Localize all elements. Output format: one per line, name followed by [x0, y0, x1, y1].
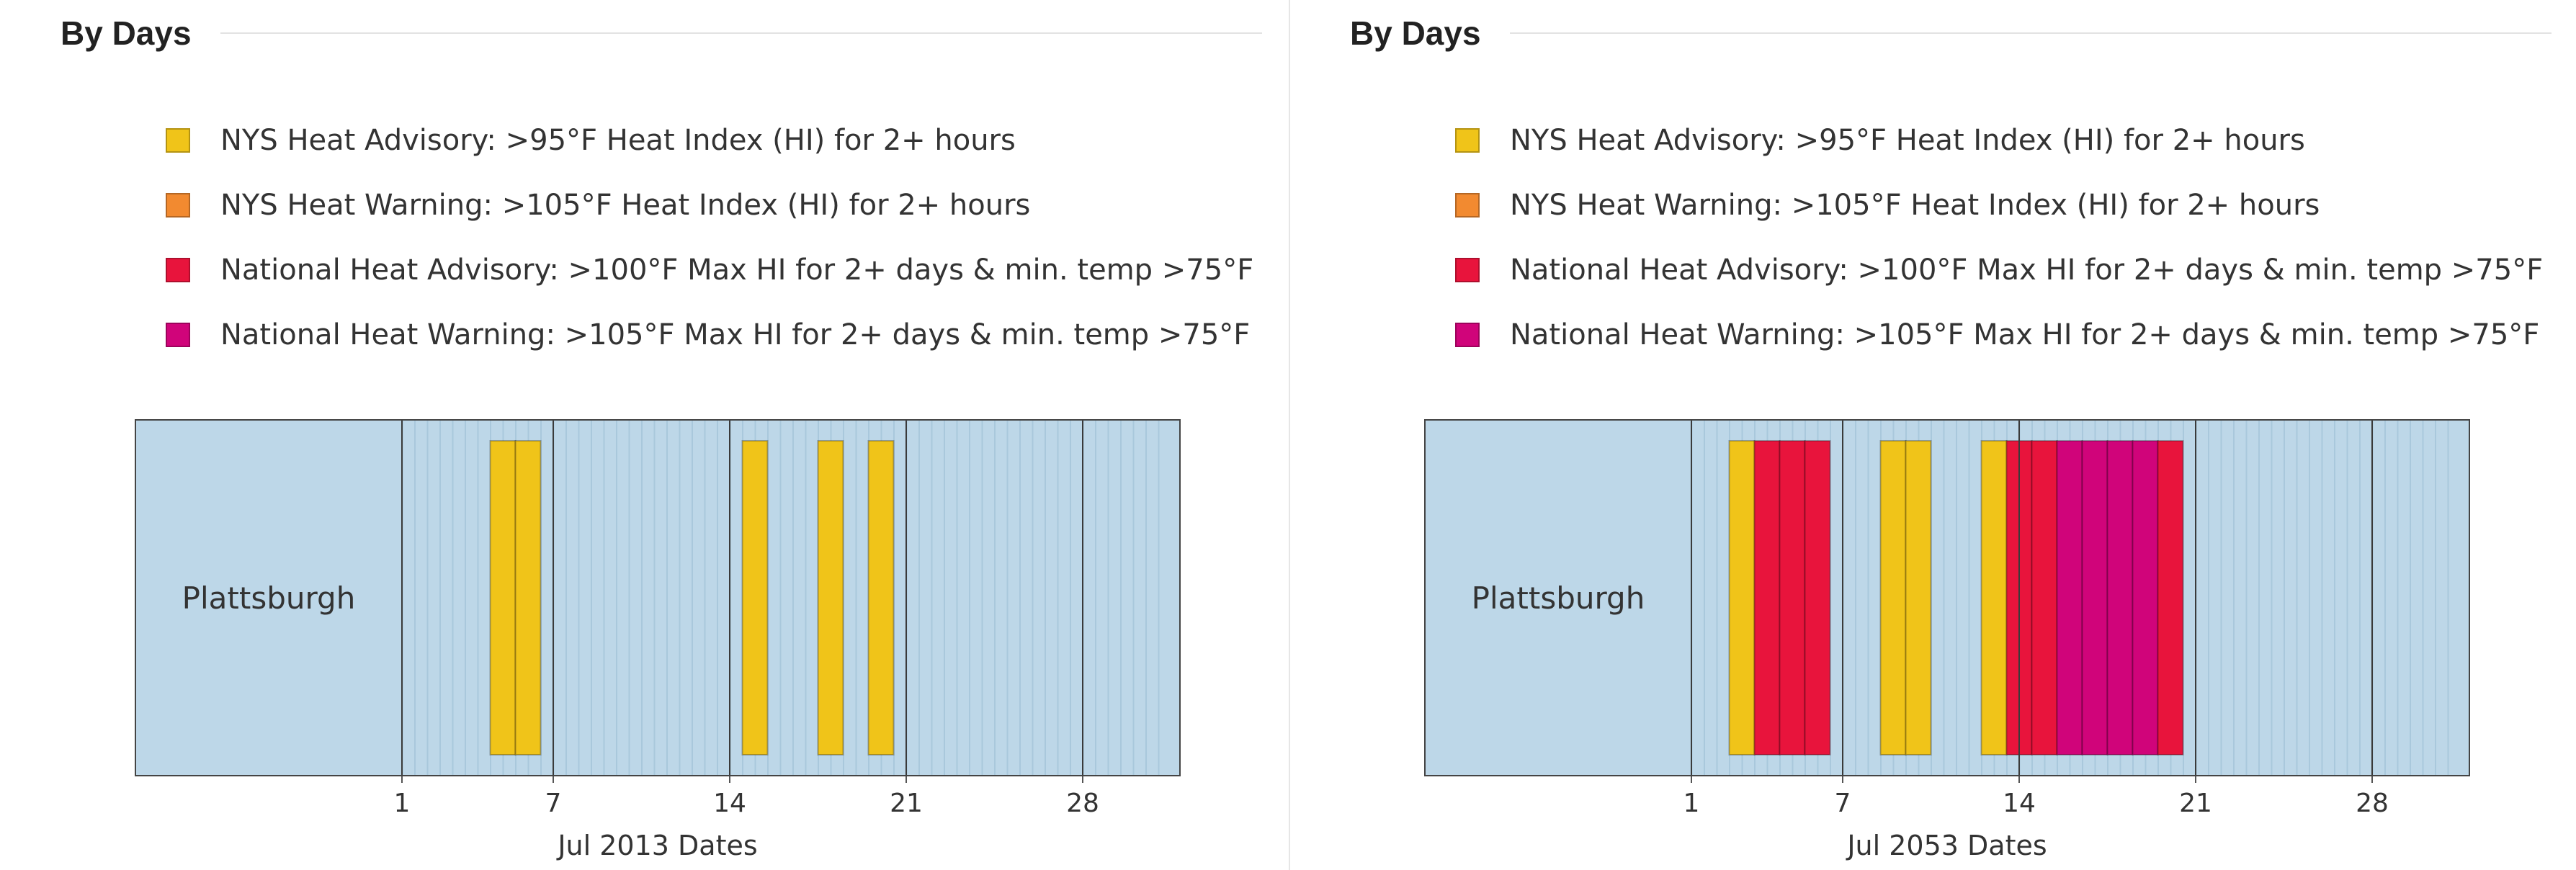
- legend-label: National Heat Warning: >105°F Max HI for…: [1510, 318, 2540, 351]
- legend-swatch: [1455, 193, 1480, 218]
- tick-label: 7: [1835, 789, 1851, 818]
- plot-background: [135, 420, 1180, 776]
- tick-label: 21: [890, 789, 923, 818]
- event-bar-nys-heat-advisory: [1905, 440, 1932, 755]
- x-axis-label: Jul 2013 Dates: [556, 830, 757, 861]
- legend-item-national-heat-warning[interactable]: National Heat Warning: >105°F Max HI for…: [166, 302, 1253, 367]
- event-bar-national-heat-warning: [2132, 440, 2159, 755]
- section-title: By Days: [1350, 14, 1481, 52]
- tick-label: 14: [2003, 789, 2036, 818]
- tick-label: 28: [2356, 789, 2389, 818]
- event-bar-nys-heat-advisory: [1980, 440, 2008, 755]
- event-bar-nys-heat-advisory: [514, 440, 542, 755]
- panel-jul-2053: By Days NYS Heat Advisory: >95°F Heat In…: [1289, 0, 2552, 870]
- panel-jul-2013: By Days NYS Heat Advisory: >95°F Heat In…: [0, 0, 1262, 870]
- legend-item-nys-heat-advisory[interactable]: NYS Heat Advisory: >95°F Heat Index (HI)…: [166, 108, 1253, 173]
- legend-label: NYS Heat Advisory: >95°F Heat Index (HI)…: [220, 124, 1016, 157]
- event-bar-national-heat-warning: [2081, 440, 2108, 755]
- legend-label: National Heat Warning: >105°F Max HI for…: [220, 318, 1251, 351]
- event-bar-nys-heat-advisory: [489, 440, 516, 755]
- legend-item-national-heat-warning[interactable]: National Heat Warning: >105°F Max HI for…: [1455, 302, 2543, 367]
- event-bar-national-heat-warning: [2056, 440, 2083, 755]
- legend-swatch: [1455, 128, 1480, 153]
- panel-divider: [1289, 0, 1290, 870]
- event-bar-nys-heat-advisory: [1879, 440, 1907, 755]
- legend: NYS Heat Advisory: >95°F Heat Index (HI)…: [166, 108, 1253, 367]
- legend-swatch: [166, 323, 190, 347]
- tick-label: 1: [1683, 789, 1700, 818]
- tick-label: 7: [545, 789, 562, 818]
- legend-swatch: [1455, 323, 1480, 347]
- legend-swatch: [166, 193, 190, 218]
- legend-item-nys-heat-warning[interactable]: NYS Heat Warning: >105°F Heat Index (HI)…: [1455, 173, 2543, 238]
- legend-label: National Heat Advisory: >100°F Max HI fo…: [1510, 254, 2544, 287]
- plot-frame: [135, 419, 1181, 776]
- section-title: By Days: [61, 14, 192, 52]
- event-bar-nys-heat-advisory: [741, 440, 769, 755]
- legend-item-nys-heat-warning[interactable]: NYS Heat Warning: >105°F Heat Index (HI)…: [166, 173, 1253, 238]
- event-bar-national-heat-advisory: [2157, 440, 2184, 755]
- event-bar-nys-heat-advisory: [867, 440, 895, 755]
- title-rule: [1510, 32, 2552, 34]
- plot-background: [1425, 420, 2469, 776]
- event-bar-national-heat-advisory: [1804, 440, 1831, 755]
- heat-events-chart: 1 7 14 21 28 Plattsburgh Jul 2013 Dates: [135, 419, 1181, 861]
- tick-label: 28: [1066, 789, 1099, 818]
- legend-swatch: [1455, 258, 1480, 282]
- legend-item-national-heat-advisory[interactable]: National Heat Advisory: >100°F Max HI fo…: [1455, 238, 2543, 302]
- legend-swatch: [166, 258, 190, 282]
- legend-label: NYS Heat Warning: >105°F Heat Index (HI)…: [1510, 189, 2320, 222]
- legend-label: NYS Heat Advisory: >95°F Heat Index (HI)…: [1510, 124, 2305, 157]
- event-bar-national-heat-advisory: [1753, 440, 1781, 755]
- tick-label: 1: [394, 789, 411, 818]
- legend: NYS Heat Advisory: >95°F Heat Index (HI)…: [1455, 108, 2543, 367]
- event-bar-national-heat-warning: [2106, 440, 2134, 755]
- event-bar-nys-heat-advisory: [817, 440, 844, 755]
- tick-label: 21: [2179, 789, 2212, 818]
- x-axis-label: Jul 2053 Dates: [1846, 830, 2047, 861]
- category-label: Plattsburgh: [1472, 580, 1645, 616]
- category-label: Plattsburgh: [182, 580, 356, 616]
- event-bar-national-heat-advisory: [2031, 440, 2058, 755]
- event-bar-nys-heat-advisory: [1728, 440, 1756, 755]
- title-rule: [220, 32, 1262, 34]
- legend-label: National Heat Advisory: >100°F Max HI fo…: [220, 254, 1254, 287]
- legend-swatch: [166, 128, 190, 153]
- event-bar-national-heat-advisory: [1779, 440, 1806, 755]
- legend-label: NYS Heat Warning: >105°F Heat Index (HI)…: [220, 189, 1031, 222]
- tick-label: 14: [713, 789, 746, 818]
- legend-item-nys-heat-advisory[interactable]: NYS Heat Advisory: >95°F Heat Index (HI)…: [1455, 108, 2543, 173]
- heat-events-chart: 1 7 14 21 28 Plattsburgh Jul 2053 Dates: [1424, 419, 2470, 861]
- plot-frame: [1424, 419, 2470, 776]
- legend-item-national-heat-advisory[interactable]: National Heat Advisory: >100°F Max HI fo…: [166, 238, 1253, 302]
